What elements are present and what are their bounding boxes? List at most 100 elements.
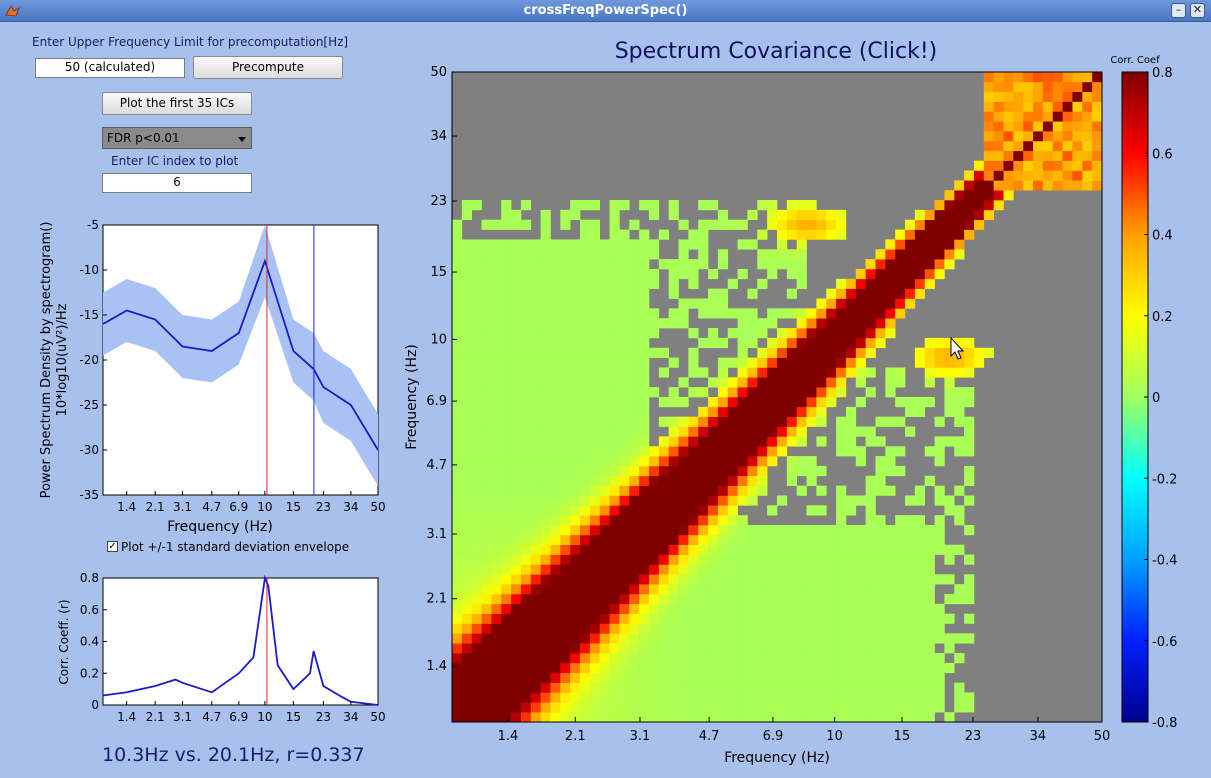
heatmap-cell bbox=[639, 475, 650, 486]
heatmap-cell bbox=[461, 268, 472, 280]
minimize-button[interactable]: – bbox=[1171, 3, 1186, 18]
heatmap-cell bbox=[629, 584, 640, 595]
heatmap-cell bbox=[648, 534, 660, 546]
heatmap-cell bbox=[658, 613, 669, 624]
heatmap-cell bbox=[639, 672, 650, 683]
heatmap-cell bbox=[530, 475, 541, 486]
heatmap-cell bbox=[550, 554, 561, 565]
heatmap-cell bbox=[550, 525, 561, 536]
heatmap-cell bbox=[658, 525, 669, 536]
corr-xtick-label: 6.9 bbox=[229, 710, 248, 724]
psd-plot[interactable]: -5-10-15-20-25-30-351.4 2.1 3.1 4.7 6.9 10 15 2… bbox=[30, 217, 390, 542]
heatmap-cell bbox=[1092, 101, 1103, 112]
heatmap-cell bbox=[924, 229, 935, 240]
heatmap-cell bbox=[520, 554, 532, 565]
ic-index-input[interactable]: 6 bbox=[102, 173, 252, 193]
heatmap-cell bbox=[471, 485, 482, 496]
heatmap-cell bbox=[698, 446, 709, 457]
covariance-heatmap[interactable]: Spectrum Covariance (Click!) 1.41.42.12.… bbox=[395, 30, 1211, 775]
heatmap-cell bbox=[609, 278, 620, 289]
heatmap-cell bbox=[530, 337, 541, 349]
heatmap-cell bbox=[520, 662, 532, 674]
heatmap-cell bbox=[501, 633, 512, 644]
heatmap-cell bbox=[717, 416, 729, 427]
heatmap-cell bbox=[471, 692, 482, 703]
heatmap-cell bbox=[767, 397, 778, 408]
heatmap-cell bbox=[629, 436, 640, 447]
heatmap-cell bbox=[550, 347, 561, 358]
heatmap-cell bbox=[599, 672, 610, 683]
heatmap-cell bbox=[491, 446, 502, 457]
heatmap-cell bbox=[668, 357, 679, 368]
heatmap-cell bbox=[648, 633, 660, 644]
precompute-button[interactable]: Precompute bbox=[193, 56, 343, 79]
heatmap-cell bbox=[471, 456, 482, 467]
heatmap-cell bbox=[471, 357, 482, 368]
heatmap-cell bbox=[501, 544, 512, 555]
heatmap-cell bbox=[747, 397, 758, 408]
upper-freq-input[interactable]: 50 (calculated) bbox=[35, 58, 185, 78]
heatmap-cell bbox=[767, 682, 778, 693]
heatmap-cell bbox=[777, 249, 788, 260]
heatmap-cell bbox=[895, 643, 906, 654]
heatmap-cell bbox=[757, 465, 768, 477]
heatmap-cell bbox=[589, 465, 601, 477]
threshold-dropdown[interactable]: FDR p<0.01 bbox=[102, 127, 252, 149]
heatmap-cell bbox=[540, 712, 551, 723]
heatmap-cell bbox=[983, 111, 994, 122]
heatmap-cell bbox=[806, 328, 817, 339]
heatmap-cell bbox=[609, 436, 620, 447]
heatmap-cell bbox=[895, 367, 906, 378]
heatmap-cell bbox=[806, 633, 817, 644]
chevron-down-icon bbox=[238, 137, 246, 142]
heatmap-cell bbox=[944, 436, 955, 447]
heatmap-cell bbox=[491, 525, 502, 536]
heatmap-cell bbox=[461, 328, 472, 339]
heatmap-cell bbox=[599, 682, 610, 693]
heatmap-cell bbox=[550, 515, 561, 526]
heatmap-cell bbox=[511, 603, 522, 614]
heatmap-cell bbox=[639, 357, 650, 368]
heatmap-cell bbox=[491, 406, 502, 417]
heatmap-cell bbox=[737, 515, 748, 526]
heatmap-cell bbox=[452, 475, 463, 486]
heatmap-cell bbox=[550, 712, 561, 723]
heatmap-cell bbox=[501, 603, 512, 614]
heatmap-cell bbox=[786, 692, 797, 703]
heatmap-cell bbox=[481, 682, 492, 693]
heatmap-cell bbox=[1072, 140, 1083, 152]
heatmap-cell bbox=[1042, 91, 1054, 102]
heatmap-cell bbox=[875, 544, 886, 555]
heatmap-cell bbox=[560, 219, 571, 230]
heatmap-cell bbox=[865, 436, 876, 447]
heatmap-cell bbox=[767, 446, 778, 457]
heatmap-cell bbox=[845, 278, 857, 289]
heatmap-cell bbox=[816, 209, 827, 221]
heatmap-cell bbox=[786, 219, 797, 230]
heatmap-cell bbox=[786, 653, 797, 664]
heatmap-cell bbox=[678, 239, 689, 250]
close-button[interactable]: ✕ bbox=[1190, 3, 1205, 18]
heatmap-cell bbox=[727, 406, 738, 417]
heatmap-cell bbox=[550, 377, 561, 388]
heatmap-cell bbox=[471, 387, 482, 398]
heatmap-cell bbox=[767, 347, 778, 358]
heatmap-cell bbox=[589, 308, 601, 319]
plot-first-ics-button[interactable]: Plot the first 35 ICs bbox=[102, 92, 252, 115]
heatmap-cell bbox=[1082, 91, 1093, 102]
heatmap-cell bbox=[609, 465, 620, 477]
heatmap-cell bbox=[619, 465, 630, 477]
heatmap-cell bbox=[944, 593, 955, 605]
heatmap-cell bbox=[491, 534, 502, 546]
heatmap-cell bbox=[461, 584, 472, 595]
heatmap-cell bbox=[806, 456, 817, 467]
heatmap-cell bbox=[452, 653, 463, 664]
heatmap-cell bbox=[461, 446, 472, 457]
heatmap-cell bbox=[688, 367, 699, 378]
envelope-checkbox[interactable]: ✓ bbox=[107, 541, 118, 552]
heatmap-cell bbox=[481, 475, 492, 486]
heatmap-cell bbox=[471, 712, 482, 723]
heatmap-cell bbox=[639, 633, 650, 644]
corr-plot[interactable]: 0.80.60.40.201.4 2.1 3.1 4.7 6.9 10 15 23 34 50 C… bbox=[30, 570, 390, 730]
heatmap-cell bbox=[589, 377, 601, 388]
